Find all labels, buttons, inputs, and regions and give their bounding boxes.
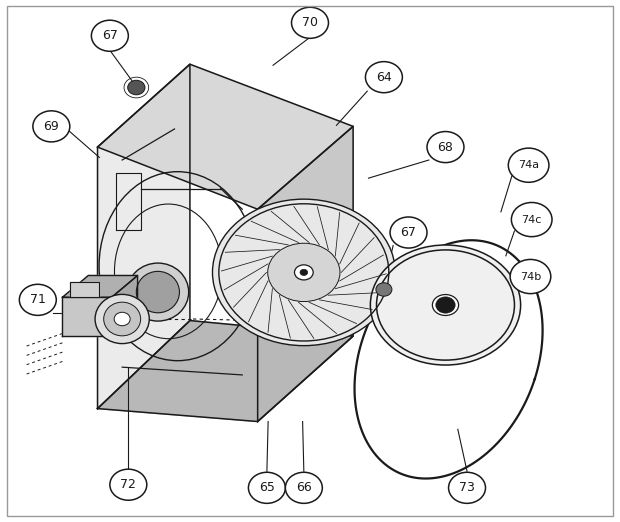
Ellipse shape bbox=[213, 199, 395, 346]
Text: 71: 71 bbox=[30, 293, 46, 306]
Text: 74a: 74a bbox=[518, 160, 539, 170]
Text: 72: 72 bbox=[120, 478, 136, 491]
Ellipse shape bbox=[370, 245, 521, 365]
Circle shape bbox=[365, 62, 402, 93]
Text: 69: 69 bbox=[43, 120, 60, 133]
Text: 67: 67 bbox=[401, 226, 417, 239]
Circle shape bbox=[128, 80, 145, 95]
Circle shape bbox=[249, 472, 285, 503]
Ellipse shape bbox=[104, 302, 141, 336]
Circle shape bbox=[110, 469, 147, 500]
Text: 70: 70 bbox=[302, 16, 318, 29]
Circle shape bbox=[291, 7, 329, 38]
Ellipse shape bbox=[432, 294, 459, 315]
Circle shape bbox=[376, 283, 392, 296]
Ellipse shape bbox=[127, 263, 188, 321]
Polygon shape bbox=[97, 321, 353, 422]
Circle shape bbox=[436, 297, 455, 313]
Text: 68: 68 bbox=[438, 140, 453, 153]
Text: 74b: 74b bbox=[520, 271, 541, 281]
Polygon shape bbox=[63, 276, 138, 297]
Circle shape bbox=[33, 111, 70, 142]
Circle shape bbox=[390, 217, 427, 248]
Ellipse shape bbox=[136, 271, 179, 313]
Circle shape bbox=[19, 284, 56, 315]
Ellipse shape bbox=[95, 294, 149, 343]
Polygon shape bbox=[258, 126, 353, 422]
Circle shape bbox=[427, 132, 464, 163]
Text: 67: 67 bbox=[102, 29, 118, 42]
Circle shape bbox=[512, 203, 552, 236]
Text: 73: 73 bbox=[459, 481, 475, 494]
Ellipse shape bbox=[268, 243, 340, 302]
Text: 64: 64 bbox=[376, 70, 392, 84]
Polygon shape bbox=[97, 64, 190, 409]
Polygon shape bbox=[112, 276, 138, 336]
Circle shape bbox=[91, 20, 128, 51]
Circle shape bbox=[508, 148, 549, 182]
Polygon shape bbox=[97, 64, 353, 209]
Polygon shape bbox=[63, 297, 112, 336]
Text: eReplacementParts.com: eReplacementParts.com bbox=[255, 269, 365, 278]
Circle shape bbox=[285, 472, 322, 503]
Ellipse shape bbox=[294, 265, 313, 280]
Text: 65: 65 bbox=[259, 481, 275, 494]
Text: 74c: 74c bbox=[521, 215, 542, 224]
Circle shape bbox=[114, 312, 130, 326]
Text: 66: 66 bbox=[296, 481, 312, 494]
Circle shape bbox=[448, 472, 485, 503]
Circle shape bbox=[510, 259, 551, 293]
Polygon shape bbox=[70, 282, 99, 297]
Ellipse shape bbox=[300, 269, 308, 276]
